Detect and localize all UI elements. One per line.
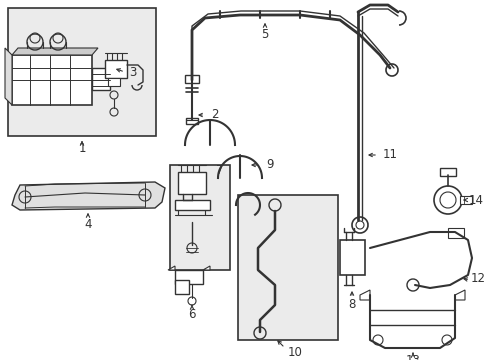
Bar (175, 270, 203, 284)
Text: 13: 13 (405, 354, 420, 360)
Text: 9: 9 (265, 158, 273, 171)
Bar (92, 68, 110, 90)
Bar (447, 228, 463, 238)
Bar (185, 118, 198, 124)
Bar (184, 75, 199, 83)
Bar (178, 172, 205, 194)
Bar (339, 240, 364, 275)
Polygon shape (203, 266, 209, 270)
Text: 11: 11 (382, 148, 397, 162)
Bar (439, 168, 455, 176)
Text: 4: 4 (84, 217, 92, 230)
Bar (175, 280, 189, 294)
Text: 6: 6 (188, 307, 195, 320)
Polygon shape (12, 182, 164, 210)
Polygon shape (359, 290, 369, 300)
Text: 2: 2 (211, 108, 218, 122)
Text: 12: 12 (469, 271, 485, 284)
Text: 7: 7 (216, 163, 224, 176)
Text: 14: 14 (468, 194, 483, 207)
Bar (12, 55, 92, 105)
Text: 10: 10 (287, 346, 302, 359)
Text: 8: 8 (347, 298, 355, 311)
Bar (175, 200, 209, 210)
Polygon shape (454, 290, 464, 300)
Bar (170, 165, 229, 270)
Text: 5: 5 (261, 28, 268, 41)
Text: 1: 1 (78, 143, 85, 156)
Polygon shape (5, 48, 12, 105)
Polygon shape (168, 266, 175, 270)
Polygon shape (459, 196, 471, 204)
Bar (238, 195, 337, 340)
Bar (105, 60, 127, 78)
Text: 3: 3 (129, 66, 137, 78)
Bar (108, 78, 120, 86)
Bar (8, 8, 156, 136)
Polygon shape (12, 48, 98, 55)
